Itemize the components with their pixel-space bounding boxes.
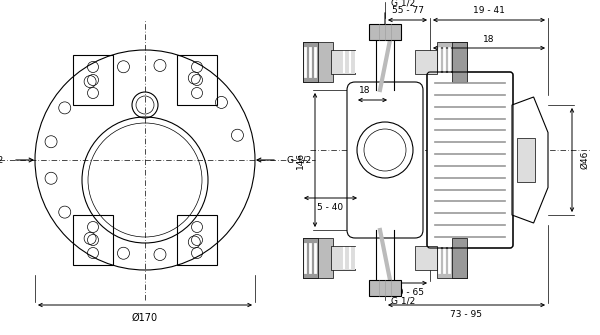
Circle shape <box>357 122 413 178</box>
Text: 55 - 77: 55 - 77 <box>392 6 424 15</box>
Text: 73 - 95: 73 - 95 <box>451 310 482 319</box>
Bar <box>73 215 113 265</box>
Bar <box>73 55 113 105</box>
Text: G 1/2: G 1/2 <box>391 296 415 305</box>
Bar <box>437 238 467 278</box>
Text: 18: 18 <box>359 86 371 95</box>
Bar <box>369 24 401 40</box>
Text: 146: 146 <box>296 151 305 169</box>
Text: 5 - 40: 5 - 40 <box>317 203 343 212</box>
Text: Ø46: Ø46 <box>580 151 589 169</box>
Bar <box>303 238 333 278</box>
Text: 19 - 41: 19 - 41 <box>473 6 505 15</box>
Text: G 1/2: G 1/2 <box>287 155 311 164</box>
FancyBboxPatch shape <box>427 72 513 248</box>
Bar <box>517 138 535 182</box>
Bar <box>331 246 355 270</box>
Bar <box>452 42 467 82</box>
Bar <box>177 215 217 265</box>
Text: 18: 18 <box>483 35 495 44</box>
Text: G 1/2: G 1/2 <box>391 0 415 8</box>
Bar <box>331 50 355 74</box>
Text: G 1/2: G 1/2 <box>0 155 3 164</box>
FancyBboxPatch shape <box>347 82 423 238</box>
Text: Ø170: Ø170 <box>132 313 158 323</box>
Polygon shape <box>512 97 548 223</box>
Bar <box>369 280 401 296</box>
Text: 30 - 65: 30 - 65 <box>392 288 424 297</box>
Circle shape <box>364 129 406 171</box>
Bar <box>303 42 318 82</box>
Bar <box>437 42 467 82</box>
Bar <box>303 238 318 278</box>
Bar <box>177 55 217 105</box>
Bar <box>415 246 437 270</box>
Bar <box>415 50 437 74</box>
Bar <box>452 238 467 278</box>
Bar <box>303 42 333 82</box>
